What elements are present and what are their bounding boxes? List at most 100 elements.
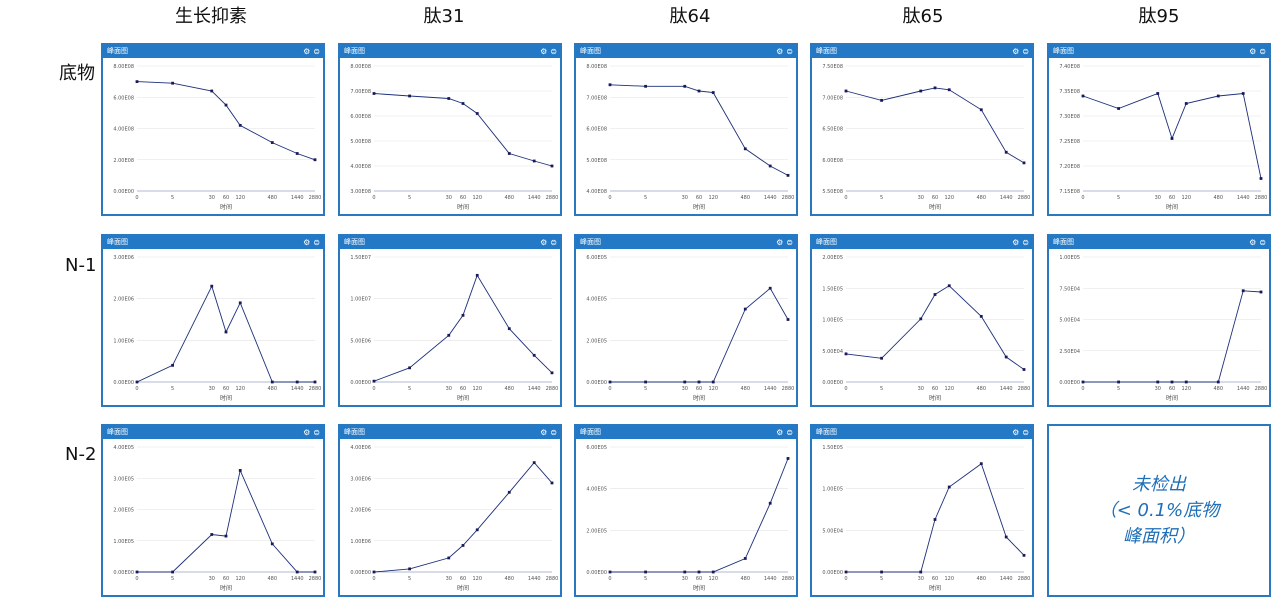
gear-icon[interactable]: ⚙	[776, 238, 784, 247]
panel-header: 峰面图 ⚙ ⊜	[576, 236, 796, 249]
series-line	[1083, 290, 1262, 383]
data-point	[408, 94, 411, 98]
gear-icon[interactable]: ⚙	[303, 47, 311, 56]
gear-icon[interactable]: ⚙	[776, 428, 784, 437]
x-tick-label: 60	[1169, 386, 1175, 392]
panel-header: 峰面图 ⚙ ⊜	[576, 45, 796, 58]
download-icon[interactable]: ⊜	[1259, 238, 1266, 247]
x-tick-label: 30	[918, 195, 924, 201]
data-point	[372, 92, 376, 95]
download-icon[interactable]: ⊜	[550, 47, 557, 56]
panel-icons: ⚙ ⊜	[1246, 237, 1266, 248]
x-tick-label: 60	[696, 195, 702, 201]
chart-plot: 0.00E00 1.00E06 2.00E06 3.00E06 4.00E06 0 5 30 6…	[350, 445, 558, 592]
gear-icon[interactable]: ⚙	[776, 47, 784, 56]
download-icon[interactable]: ⊜	[550, 238, 557, 247]
panel-header: 峰面图 ⚙ ⊜	[103, 236, 323, 249]
data-point	[844, 570, 848, 574]
data-point	[1004, 535, 1008, 539]
y-tick-label: 8.00E08	[586, 64, 607, 70]
download-icon[interactable]: ⊜	[1259, 47, 1266, 56]
data-point	[224, 534, 228, 538]
y-tick-label: 2.00E05	[822, 255, 843, 261]
data-point	[1170, 380, 1174, 384]
chart-plot: 3.00E08 4.00E08 5.00E08 6.00E08 7.00E08 8.00E…	[350, 64, 558, 211]
series-line	[136, 81, 316, 161]
chart-panel: 峰面图 ⚙ ⊜ 0.00E00 2.00E08 4.00E08 6.00E08 8.00E08…	[101, 43, 325, 216]
x-tick-label: 60	[932, 386, 938, 392]
y-tick-label: 7.50E04	[1059, 286, 1080, 292]
y-tick-label: 4.00E08	[350, 164, 371, 170]
panel-header: 峰面图 ⚙ ⊜	[340, 236, 560, 249]
x-tick-label: 60	[223, 386, 229, 392]
gear-icon[interactable]: ⚙	[1012, 428, 1020, 437]
data-point	[880, 570, 883, 574]
download-icon[interactable]: ⊜	[786, 428, 793, 437]
data-point	[1156, 92, 1160, 95]
not-detected-note: 未检出 （< 0.1%底物 峰面积）	[1047, 424, 1271, 597]
data-point	[135, 380, 139, 384]
data-point	[1259, 177, 1263, 180]
download-icon[interactable]: ⊜	[786, 47, 793, 56]
y-tick-label: 6.00E05	[586, 445, 607, 451]
x-tick-label: 120	[472, 576, 482, 582]
x-tick-label: 2880	[309, 386, 322, 392]
data-point	[786, 318, 790, 321]
download-icon[interactable]: ⊜	[550, 428, 557, 437]
x-tick-label: 1440	[764, 576, 777, 582]
y-tick-label: 7.15E08	[1059, 189, 1080, 195]
y-tick-label: 0.00E00	[822, 570, 843, 576]
y-tick-label: 7.00E08	[822, 95, 843, 101]
download-icon[interactable]: ⊜	[786, 238, 793, 247]
data-point	[608, 83, 612, 87]
gear-icon[interactable]: ⚙	[540, 47, 548, 56]
x-tick-label: 30	[209, 386, 215, 392]
panel-title: 峰面图	[580, 428, 601, 436]
x-tick-label: 60	[460, 386, 466, 392]
x-tick-label: 0	[372, 386, 375, 392]
x-tick-label: 480	[977, 195, 987, 201]
gear-icon[interactable]: ⚙	[540, 238, 548, 247]
y-tick-label: 5.00E04	[1059, 318, 1080, 324]
download-icon[interactable]: ⊜	[313, 47, 320, 56]
x-tick-label: 30	[682, 386, 688, 392]
x-tick-label: 1440	[764, 386, 777, 392]
download-icon[interactable]: ⊜	[1022, 428, 1029, 437]
data-point	[697, 380, 701, 384]
gear-icon[interactable]: ⚙	[303, 428, 311, 437]
data-point	[1241, 289, 1245, 293]
download-icon[interactable]: ⊜	[313, 238, 320, 247]
download-icon[interactable]: ⊜	[1022, 47, 1029, 56]
x-tick-label: 30	[1155, 386, 1161, 392]
gear-icon[interactable]: ⚙	[1012, 47, 1020, 56]
x-axis-label: 时间	[457, 203, 469, 211]
gear-icon[interactable]: ⚙	[1012, 238, 1020, 247]
series-line	[136, 284, 315, 383]
panel-header: 峰面图 ⚙ ⊜	[340, 426, 560, 439]
data-point	[844, 89, 848, 93]
x-tick-label: 120	[708, 195, 718, 201]
chart-panel: 峰面图 ⚙ ⊜ 0.00E00 5.00E04 1.00E05 1.50E05 2.00E05…	[810, 234, 1034, 407]
series-line	[373, 461, 553, 573]
x-tick-label: 0	[1081, 195, 1084, 201]
download-icon[interactable]: ⊜	[1022, 238, 1029, 247]
x-tick-label: 120	[944, 195, 954, 201]
x-tick-label: 60	[696, 386, 702, 392]
download-icon[interactable]: ⊜	[313, 428, 320, 437]
panel-title: 峰面图	[816, 47, 837, 55]
gear-icon[interactable]: ⚙	[1249, 238, 1257, 247]
data-point	[171, 81, 174, 85]
x-tick-label: 0	[608, 195, 611, 201]
x-tick-label: 1440	[291, 195, 304, 201]
x-tick-label: 0	[844, 195, 847, 201]
chart-plot: 0.00E00 1.00E06 2.00E06 3.00E06 0 5 30 60 120 480…	[113, 255, 322, 402]
column-header: 肽65	[902, 6, 944, 27]
gear-icon[interactable]: ⚙	[303, 238, 311, 247]
chart-panel: 峰面图 ⚙ ⊜ 7.15E08 7.20E08 7.25E08 7.30E08 7.35E08…	[1047, 43, 1271, 216]
x-tick-label: 480	[1214, 386, 1224, 392]
x-tick-label: 5	[644, 195, 647, 201]
gear-icon[interactable]: ⚙	[540, 428, 548, 437]
x-tick-label: 120	[235, 386, 245, 392]
chart-plot: 0.00E00 2.00E05 4.00E05 6.00E05 0 5 30 60 120 480…	[586, 445, 794, 592]
gear-icon[interactable]: ⚙	[1249, 47, 1257, 56]
